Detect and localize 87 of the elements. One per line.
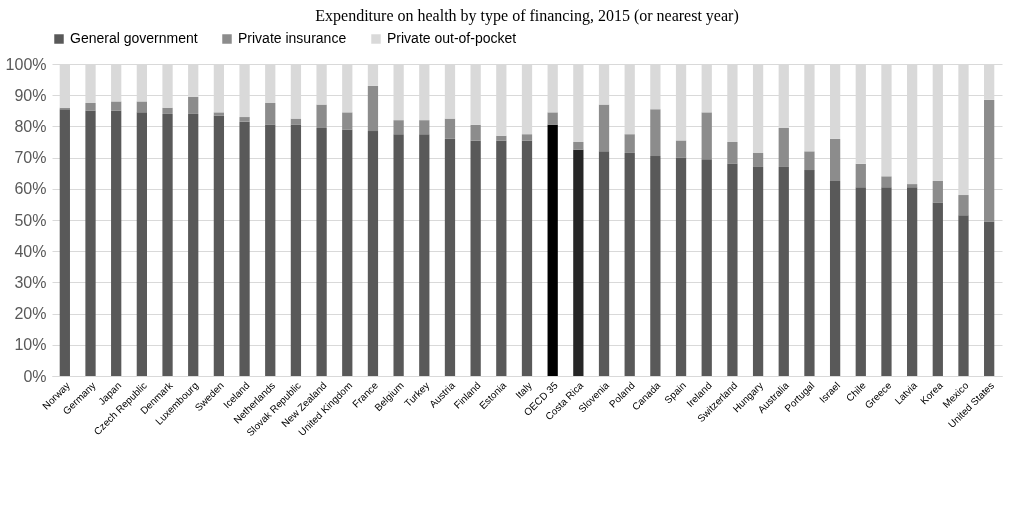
y-tick-label: 0% [23, 367, 47, 385]
bar [162, 113, 173, 376]
bar [342, 112, 353, 130]
bar [881, 187, 892, 376]
bar [367, 131, 379, 376]
bar [701, 159, 712, 376]
bar [650, 156, 661, 376]
bar [752, 166, 764, 376]
bar [290, 124, 302, 376]
y-tick-label: 40% [14, 242, 47, 260]
bar [213, 112, 225, 116]
bar [907, 187, 918, 376]
bar [470, 140, 481, 376]
bar [778, 166, 789, 376]
bar [547, 112, 558, 125]
bar [624, 152, 635, 376]
y-tick-label: 30% [14, 273, 47, 291]
bar [598, 104, 610, 152]
bar [444, 138, 456, 376]
bar [316, 104, 327, 128]
chart-title: Expenditure on health by type of financing, 2015 (or nearest year) [315, 7, 739, 25]
bar [444, 118, 456, 139]
bar [419, 134, 430, 376]
bar [573, 142, 584, 150]
bar [829, 181, 841, 376]
bar [393, 134, 404, 376]
bar [598, 151, 610, 376]
bar [290, 118, 302, 125]
bar [239, 121, 250, 376]
bar [855, 163, 866, 188]
y-tick-label: 10% [14, 336, 47, 354]
bar [521, 134, 533, 141]
bar [496, 140, 507, 376]
y-tick-label: 20% [14, 305, 47, 323]
bar [727, 163, 738, 376]
bar [804, 151, 815, 171]
bar [419, 120, 430, 135]
legend-label: Private out-of-pocket [387, 30, 517, 46]
bar [521, 140, 533, 376]
bar [778, 127, 789, 167]
bar [650, 109, 661, 157]
bar [367, 85, 379, 132]
bar [855, 187, 866, 376]
legend-label: General government [70, 30, 198, 46]
bar [59, 109, 70, 376]
bar [804, 170, 815, 376]
bar [675, 140, 687, 158]
bar [470, 124, 481, 141]
bar [752, 152, 764, 167]
bar [162, 107, 173, 114]
bar [136, 101, 147, 113]
bar [907, 184, 918, 188]
y-tick-label: 70% [14, 149, 47, 167]
bar [984, 99, 995, 222]
bar [984, 221, 995, 376]
y-tick-label: 60% [14, 180, 47, 198]
bar [829, 138, 841, 181]
bar [624, 134, 635, 153]
bar [188, 113, 199, 376]
bar [701, 112, 712, 160]
bar [573, 149, 584, 376]
bar [188, 96, 199, 114]
y-tick-label: 90% [14, 86, 47, 104]
bar [393, 120, 404, 135]
bar [547, 124, 558, 376]
bar [727, 142, 738, 164]
y-tick-label: 100% [5, 55, 47, 73]
bar [675, 157, 687, 376]
bar [265, 124, 276, 376]
y-tick-label: 50% [14, 211, 47, 229]
bar [958, 215, 969, 376]
bar [239, 117, 250, 122]
bar [316, 127, 327, 376]
bar [136, 112, 147, 376]
bar [342, 129, 353, 376]
bar [958, 195, 969, 216]
bar [213, 115, 225, 376]
bar [111, 110, 122, 376]
bar [85, 110, 96, 376]
bar [932, 202, 943, 376]
legend-label: Private insurance [238, 30, 347, 46]
y-tick-label: 80% [14, 117, 47, 135]
bar [85, 103, 96, 111]
bar [265, 103, 276, 125]
bar [932, 181, 943, 203]
bar [111, 101, 122, 111]
bar [881, 176, 892, 188]
